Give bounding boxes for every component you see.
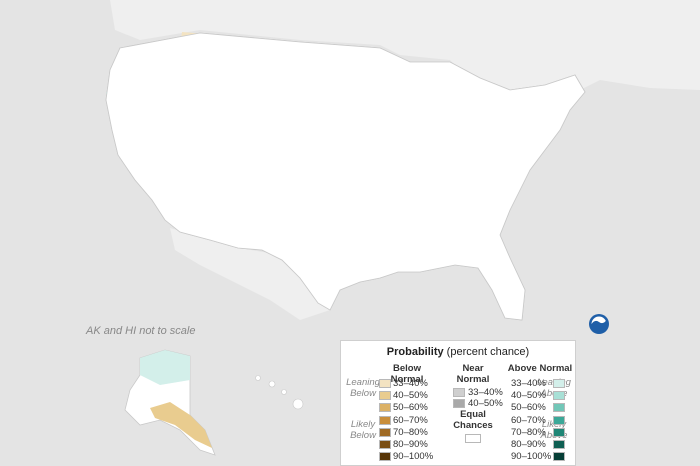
below-normal-swatch: [379, 415, 391, 425]
equal-chances-swatch: [465, 434, 481, 443]
below-normal-range-label: 40–50%: [393, 390, 428, 402]
legend-title-rest: (percent chance): [446, 346, 530, 358]
above-normal-range-label: 90–100%: [511, 451, 552, 463]
likely-below-line-1: Likely: [350, 419, 376, 430]
above-normal-swatch: [553, 452, 565, 462]
below-normal-swatch: [379, 452, 391, 462]
below-normal-swatch: [379, 379, 391, 388]
above-normal-heading: Above Normal: [507, 363, 573, 374]
above-normal-range-label: 40–50%: [511, 390, 546, 402]
likely-below-line-2: Below: [350, 430, 376, 441]
leaning-below-line-2: Below: [350, 388, 376, 399]
mexico-region: [170, 228, 330, 320]
above-normal-swatch: [553, 427, 565, 437]
below-normal-swatch: [379, 440, 391, 449]
below-normal-swatch: [379, 403, 391, 413]
above-normal-swatch: [553, 415, 565, 425]
below-normal-range-label: 80–90%: [393, 439, 428, 450]
below-normal-swatch: [379, 427, 391, 437]
above-normal-range-label: 50–60%: [511, 402, 546, 414]
above-normal-swatch: [553, 440, 565, 449]
noaa-logo-icon: [589, 314, 609, 334]
above-normal-range-label: 70–80%: [511, 426, 546, 438]
legend-title: Probability (percent chance): [341, 346, 575, 358]
below-normal-range-label: 60–70%: [393, 414, 428, 426]
leaning-below-label: Leaning Below: [343, 377, 383, 399]
above-normal-swatch: [553, 391, 565, 401]
below-normal-range-label: 50–60%: [393, 402, 428, 414]
equal-chances-heading-2: Chances: [453, 420, 493, 431]
legend: Probability (percent chance) Below Norma…: [340, 340, 576, 466]
alaska-above-normal: [140, 350, 190, 385]
above-normal-range-label: 80–90%: [511, 439, 546, 450]
equal-chances-heading-1: Equal: [460, 409, 486, 420]
scale-note: AK and HI not to scale: [86, 325, 196, 337]
below-normal-range-label: 90–100%: [393, 451, 434, 463]
near-normal-range-label: 40–50%: [468, 398, 503, 409]
above-normal-range-label: 60–70%: [511, 414, 546, 426]
likely-below-label: Likely Below: [343, 419, 383, 441]
below-normal-range-label: 33–40%: [393, 378, 428, 389]
near-normal-heading-2: Normal: [456, 374, 490, 385]
alaska-below-normal: [150, 402, 212, 448]
hawaii-islands: [255, 375, 304, 410]
near-normal-heading-1: Near: [462, 363, 484, 374]
below-normal-range-label: 70–80%: [393, 426, 428, 438]
above-normal-range-label: 33–40%: [511, 378, 546, 389]
near-normal-swatch: [453, 399, 465, 408]
above-normal-swatch: [553, 379, 565, 388]
legend-title-bold: Probability: [386, 346, 444, 358]
below-normal-swatch: [379, 391, 391, 401]
above-normal-swatch: [553, 403, 565, 413]
leaning-below-line-1: Leaning: [346, 377, 380, 388]
below-normal-heading: Below Normal: [390, 363, 424, 385]
near-normal-swatch: [453, 388, 465, 397]
near-normal-range-label: 33–40%: [468, 387, 503, 398]
